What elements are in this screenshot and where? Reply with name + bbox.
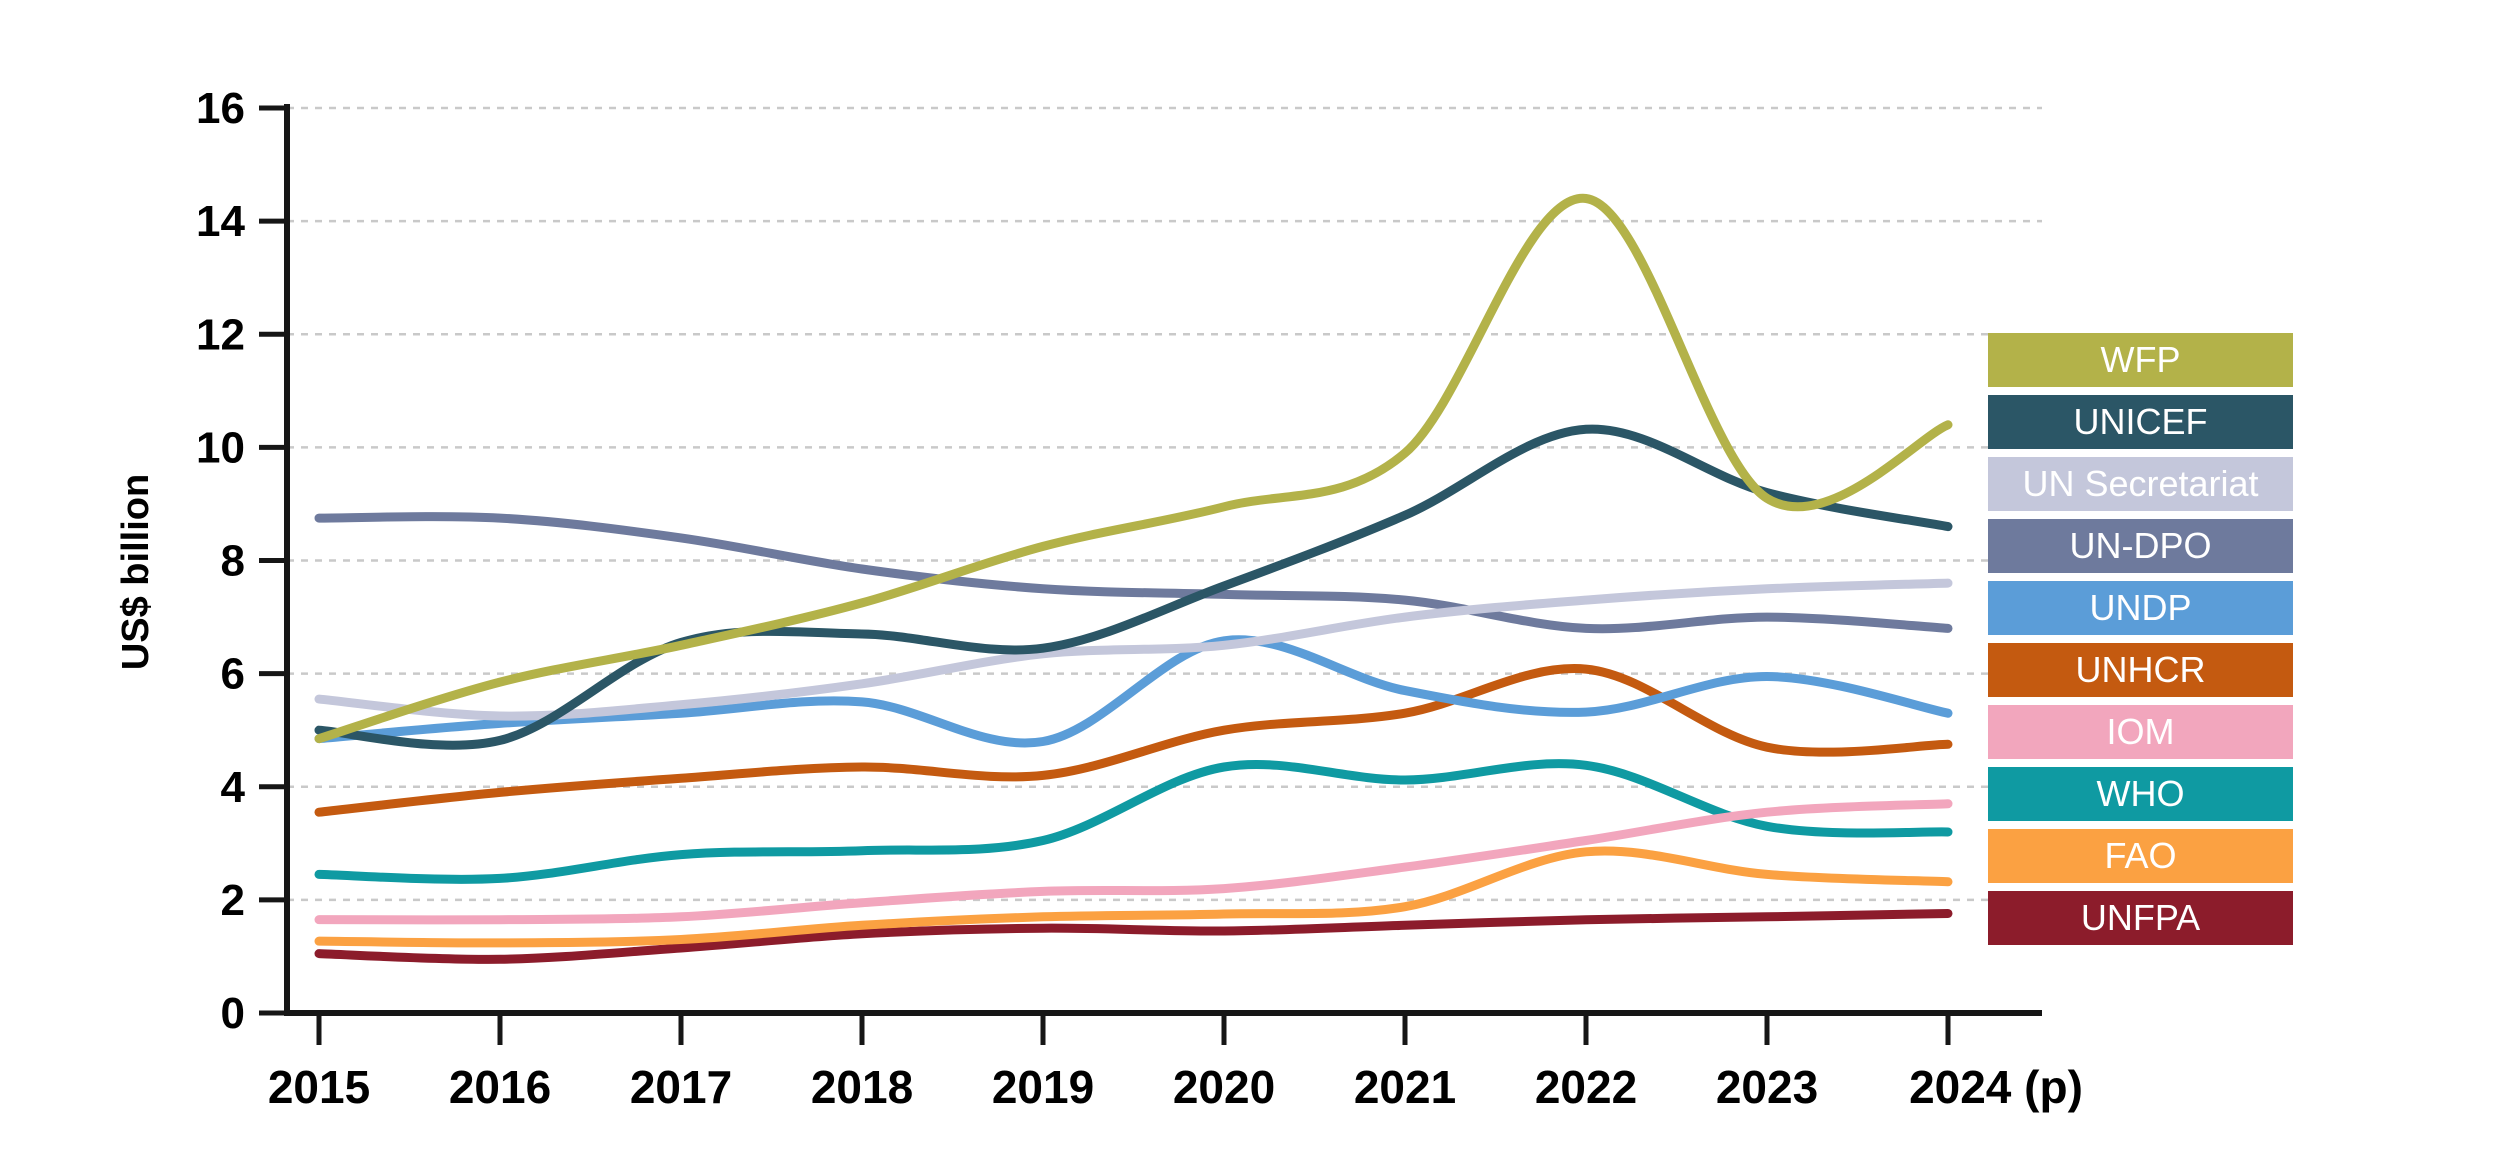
x-tick-label-2016: 2016 xyxy=(449,1061,551,1113)
x-tick-label-2018: 2018 xyxy=(811,1061,913,1113)
y-tick-label-4: 4 xyxy=(221,763,246,812)
legend-label: UN Secretariat xyxy=(2022,463,2259,504)
series-line-UNDP xyxy=(314,635,1953,748)
x-tick-label-2021: 2021 xyxy=(1354,1061,1456,1113)
y-tick-label-8: 8 xyxy=(221,537,245,586)
legend-item-UNDP: UNDP xyxy=(1988,581,2293,635)
legend-item-UNHCR: UNHCR xyxy=(1988,643,2293,697)
series-line-WFP xyxy=(314,193,1953,744)
legend-label: WFP xyxy=(2100,339,2181,380)
x-tick-label-2020: 2020 xyxy=(1173,1061,1275,1113)
y-tick-label-0: 0 xyxy=(221,989,245,1038)
legend-label: WHO xyxy=(2096,773,2185,814)
x-axis-ticks: 2015 2016 2017 2018 2019 2020 2021 2022 2023 2024… xyxy=(268,1013,2083,1113)
series-line-UNHCR xyxy=(314,664,1953,817)
y-axis-title: US$ billion xyxy=(115,474,157,670)
legend-item-UN-DPO: UN-DPO xyxy=(1988,519,2293,573)
series-line-UN-DPO xyxy=(314,512,1953,634)
y-tick-label-14: 14 xyxy=(196,197,245,246)
series-line-IOM xyxy=(314,799,1953,925)
legend-label: IOM xyxy=(2106,711,2175,752)
legend-item-IOM: IOM xyxy=(1988,705,2293,759)
legend-item-UNFPA: UNFPA xyxy=(1988,891,2293,945)
legend-label: UNHCR xyxy=(2075,649,2206,690)
series-line-WHO xyxy=(314,759,1953,884)
x-tick-label-2024: 2024 (p) xyxy=(1909,1061,2083,1113)
y-tick-label-10: 10 xyxy=(196,423,245,472)
x-tick-label-2019: 2019 xyxy=(992,1061,1094,1113)
y-axis-ticks: 0 2 4 6 8 10 12 14 16 xyxy=(196,84,287,1038)
legend-item-FAO: FAO xyxy=(1988,829,2293,883)
series-line-UNFPA xyxy=(314,909,1953,964)
legend-item-WFP: WFP xyxy=(1988,333,2293,387)
series-lines xyxy=(314,193,1953,964)
y-tick-label-6: 6 xyxy=(221,650,245,699)
x-tick-label-2022: 2022 xyxy=(1535,1061,1637,1113)
legend-label: UNICEF xyxy=(2073,401,2208,442)
x-tick-label-2017: 2017 xyxy=(630,1061,732,1113)
legend: WFP UNICEF UN Secretariat UN-DPO UNDP UNHCR IO… xyxy=(1988,333,2293,953)
legend-label: UN-DPO xyxy=(2069,525,2212,566)
legend-label: UNDP xyxy=(2089,587,2192,628)
series-line-UN-Secretariat xyxy=(314,578,1953,721)
series-line-FAO xyxy=(314,846,1953,948)
series-line-UNICEF xyxy=(314,424,1953,750)
y-tick-label-16: 16 xyxy=(196,84,245,133)
y-tick-label-2: 2 xyxy=(221,876,245,925)
legend-item-UN-Secretariat: UN Secretariat xyxy=(1988,457,2293,511)
x-tick-label-2023: 2023 xyxy=(1716,1061,1818,1113)
x-tick-label-2015: 2015 xyxy=(268,1061,370,1113)
legend-item-UNICEF: UNICEF xyxy=(1988,395,2293,449)
y-tick-label-12: 12 xyxy=(196,310,245,359)
legend-item-WHO: WHO xyxy=(1988,767,2293,821)
legend-label: UNFPA xyxy=(2080,897,2201,938)
legend-label: FAO xyxy=(2104,835,2177,876)
